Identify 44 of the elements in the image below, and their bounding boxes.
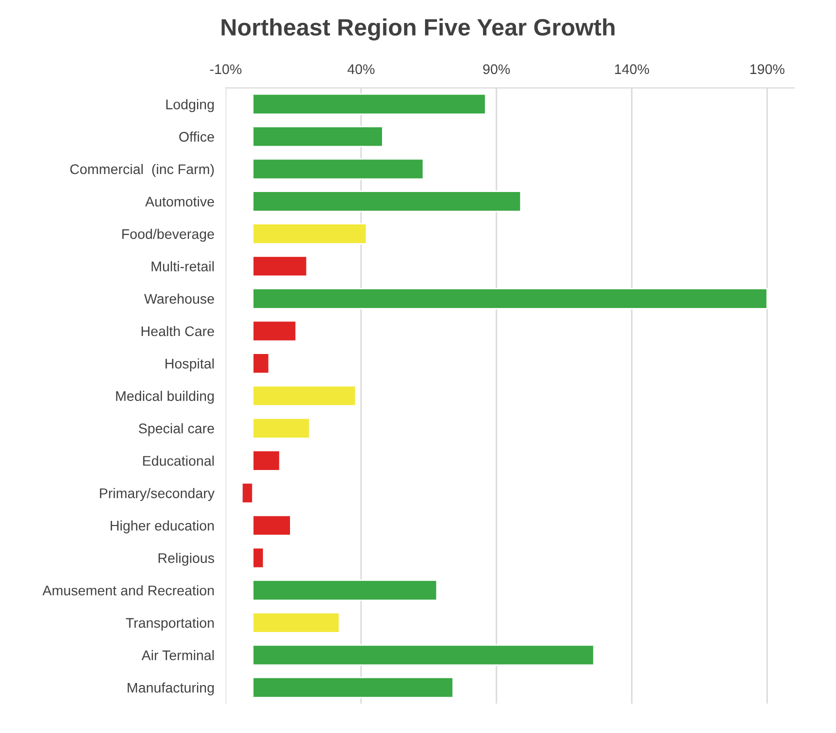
x-tick-label: 40% xyxy=(347,64,374,74)
bar xyxy=(252,352,270,374)
y-tick-label: Hospital xyxy=(166,358,214,372)
y-tick-label: Religious xyxy=(158,552,214,566)
bar xyxy=(252,514,292,536)
y-tick-label: Automotive xyxy=(145,196,214,207)
y-tick-label: Manufacturing xyxy=(128,682,214,696)
bar xyxy=(252,547,264,569)
y-tick-label: Warehouse xyxy=(144,294,214,304)
y-tick-label: Lodging xyxy=(166,99,214,112)
y-tick-label: Commercial (inc Farm) xyxy=(70,164,214,177)
y-tick-label: Educational xyxy=(143,456,214,466)
bar xyxy=(252,190,522,212)
bar xyxy=(252,385,356,407)
y-tick-label: Higher education xyxy=(110,520,214,534)
bar xyxy=(252,288,768,310)
y-tick-label: Air Terminal xyxy=(142,650,214,660)
y-tick-label: Amusement and Recreation xyxy=(42,585,214,596)
bar xyxy=(252,676,454,698)
x-tick-label: 190% xyxy=(750,64,784,74)
y-tick-label: Office xyxy=(179,132,214,142)
chart-title: Northeast Region Five Year Growth xyxy=(222,18,614,40)
bar xyxy=(252,612,340,634)
bar xyxy=(252,417,310,439)
bar xyxy=(252,255,308,277)
y-tick-label: Medical building xyxy=(116,390,214,404)
x-tick-label: 90% xyxy=(483,64,510,74)
y-tick-label: Health Care xyxy=(142,326,214,336)
y-tick-label: Transportation xyxy=(126,618,214,631)
bar xyxy=(252,644,595,666)
y-tick-label: Primary/secondary xyxy=(100,488,215,501)
bar xyxy=(252,223,368,245)
y-tick-label: Multi-retail xyxy=(152,261,214,272)
bar xyxy=(252,320,297,342)
bar xyxy=(252,126,384,148)
bar xyxy=(252,580,438,601)
y-tick-label: Food/beverage xyxy=(122,228,214,242)
y-tick-label: Special care xyxy=(138,423,214,436)
bar xyxy=(252,93,486,115)
bar xyxy=(252,158,424,180)
x-tick-label: -10% xyxy=(210,64,242,74)
bar xyxy=(241,482,254,504)
x-tick-label: 140% xyxy=(615,64,650,74)
bar xyxy=(252,450,281,472)
